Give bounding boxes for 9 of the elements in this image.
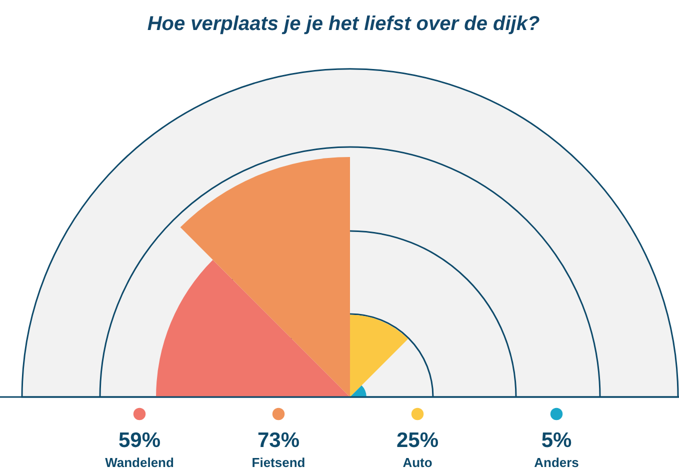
data-label: 25% [396,429,439,452]
data-label: 59% [118,429,161,452]
category-label: Wandelend [105,455,174,470]
data-label: 5% [541,429,572,452]
data-label: 73% [257,429,300,452]
category-label: Fietsend [252,455,306,470]
text: Hoe verplaats je je het liefst over de dijk? [147,13,540,35]
category-label: Auto [402,455,432,470]
category-label: Anders [534,455,579,470]
